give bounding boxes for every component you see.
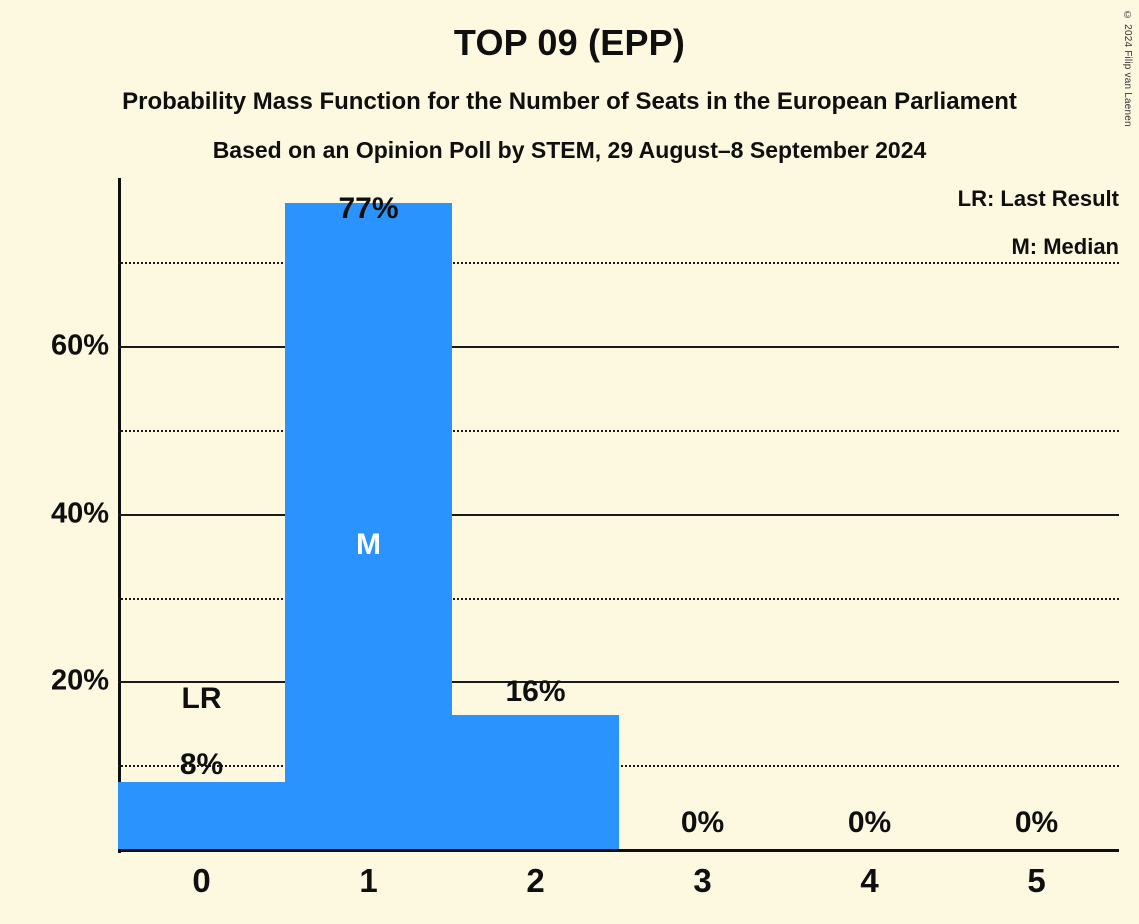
bar-value-3: 0% [680,806,725,839]
bar-value-1: 77% [338,192,399,225]
x-tick-0: 0 [192,862,211,899]
x-tick-1: 1 [359,862,378,899]
gridline-20 [118,681,1119,683]
y-tick-20: 20% [50,664,109,697]
x-tick-5: 5 [1027,862,1046,899]
bar-value-2: 16% [505,675,566,708]
y-tick-60: 60% [50,329,109,362]
chart-subtitle: Probability Mass Function for the Number… [122,88,1017,115]
bar-0 [118,782,285,849]
x-tick-3: 3 [693,862,712,899]
legend-last-result: LR: Last Result [957,186,1119,211]
bar-value-5: 0% [1014,806,1059,839]
gridline-50 [118,430,1119,432]
chart-source-line: Based on an Opinion Poll by STEM, 29 Aug… [212,137,927,163]
bar-1 [285,203,452,849]
plot-area: 8% 77% 16% 0% 0% 0% LR M [118,178,1119,849]
bar-value-4: 0% [847,806,892,839]
y-tick-40: 40% [50,497,109,530]
gridline-30 [118,598,1119,600]
copyright-notice: © 2024 Filip van Laenen [1122,10,1133,127]
gridline-40 [118,514,1119,516]
last-result-marker: LR [181,682,222,715]
legend-median: M: Median [1011,234,1119,259]
bar-value-0: 8% [179,748,224,781]
gridline-60 [118,346,1119,348]
bar-2 [452,715,619,849]
x-tick-4: 4 [860,862,879,899]
page-title: TOP 09 (EPP) [453,22,686,63]
gridline-70 [118,262,1119,264]
median-marker: M [356,528,381,561]
x-tick-2: 2 [526,862,545,899]
x-axis-line [118,849,1119,852]
